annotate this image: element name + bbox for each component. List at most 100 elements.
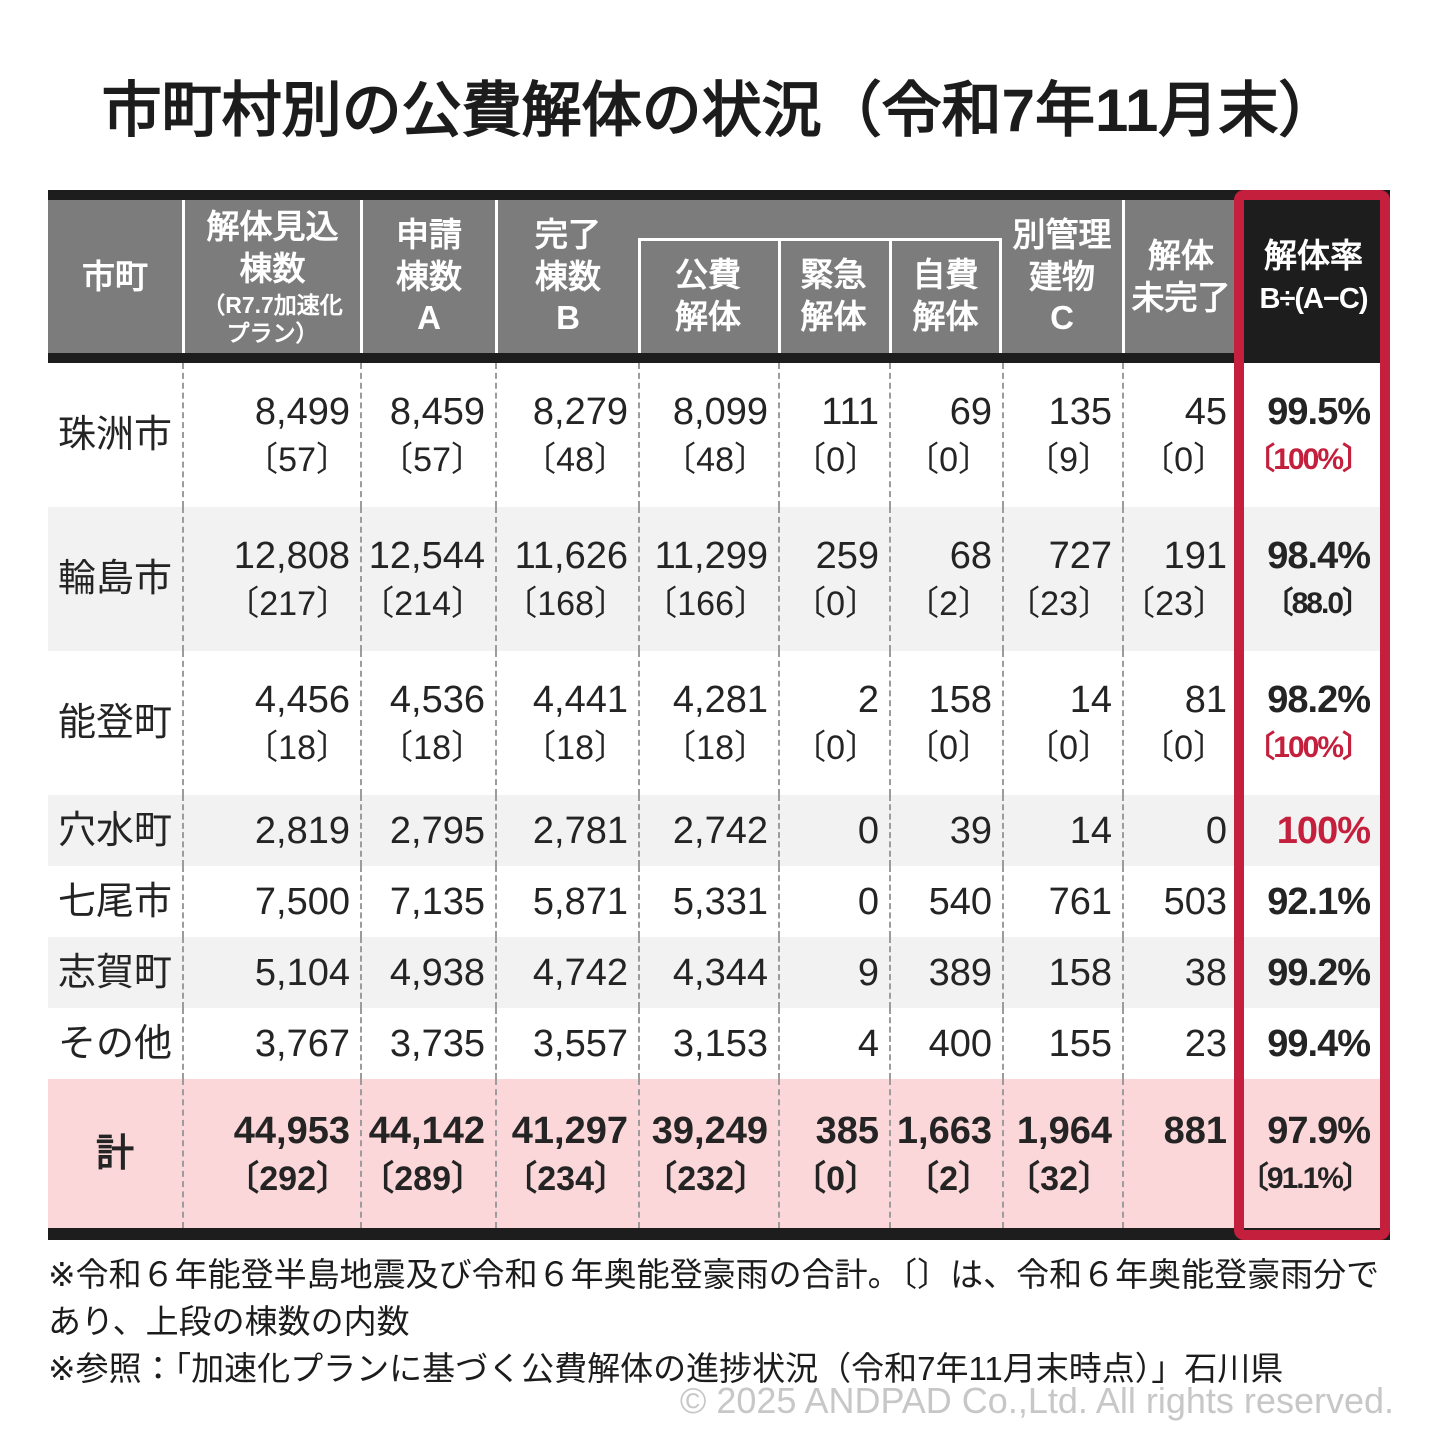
header-bottom-bar bbox=[48, 353, 1390, 363]
value-cell: 7,135 bbox=[360, 866, 495, 937]
value-cell: 5,104 bbox=[182, 937, 360, 1008]
table-row: 計 44,953 〔292〕 44,142 〔289〕 41,297 〔234〕 39… bbox=[48, 1079, 1390, 1228]
value-cell: 41,297 〔234〕 bbox=[495, 1079, 638, 1228]
value-cell: 1,964 〔32〕 bbox=[1002, 1079, 1122, 1228]
header-completed-count: 完了 棟数 B bbox=[495, 200, 638, 353]
value-cell: 155 bbox=[1002, 1008, 1122, 1079]
header-rate-label: 解体率 bbox=[1264, 237, 1363, 275]
value-cell: 4,456 〔18〕 bbox=[182, 651, 360, 795]
municipality-cell: 珠洲市 bbox=[48, 363, 182, 507]
value-cell: 45 〔0〕 bbox=[1122, 363, 1237, 507]
table-header-row: 市町 解体見込 棟数 （R7.7加速化 プラン） 申請 棟数 A 完了 棟数 B… bbox=[48, 200, 1390, 353]
value-cell: 12,808 〔217〕 bbox=[182, 507, 360, 651]
value-cell: 540 bbox=[889, 866, 1002, 937]
value-cell: 69 〔0〕 bbox=[889, 363, 1002, 507]
value-cell: 2,742 bbox=[638, 795, 778, 866]
value-cell: 44,953 〔292〕 bbox=[182, 1079, 360, 1228]
municipality-cell: 能登町 bbox=[48, 651, 182, 795]
header-emergency-demolition: 緊急 解体 bbox=[800, 255, 867, 335]
municipality-cell: 穴水町 bbox=[48, 795, 182, 866]
municipality-name: 輪島市 bbox=[57, 558, 172, 600]
value-cell: 39,249 〔232〕 bbox=[638, 1079, 778, 1228]
rate-cell: 97.9% 〔91.1%〕 bbox=[1238, 1109, 1372, 1195]
municipality-name: 七尾市 bbox=[57, 880, 172, 923]
copyright-text: © 2025 ANDPAD Co.,Ltd. All rights reserv… bbox=[679, 1380, 1394, 1421]
value-cell: 68 〔2〕 bbox=[889, 507, 1002, 651]
rate-cell: 99.4% bbox=[1267, 1022, 1371, 1065]
value-cell: 135 〔9〕 bbox=[1002, 363, 1122, 507]
value-cell: 14 bbox=[1002, 795, 1122, 866]
table-row: 珠洲市 8,499 〔57〕 8,459 〔57〕 8,279 〔48〕 8,099 〔… bbox=[48, 363, 1390, 507]
value-cell: 385 〔0〕 bbox=[778, 1079, 889, 1228]
value-cell: 14 〔0〕 bbox=[1002, 651, 1122, 795]
value-cell: 7,500 bbox=[182, 866, 360, 937]
value-cell: 259 〔0〕 bbox=[778, 507, 889, 651]
table-row: 志賀町 5,104 4,938 4,742 4,344 9 389 158 38… bbox=[48, 937, 1390, 1008]
table-row: 輪島市 12,808 〔217〕 12,544 〔214〕 11,626 〔168〕 … bbox=[48, 507, 1390, 651]
municipality-name: 能登町 bbox=[57, 702, 172, 744]
value-cell: 400 bbox=[889, 1008, 1002, 1079]
value-cell: 389 bbox=[889, 937, 1002, 1008]
value-cell: 23 bbox=[1122, 1008, 1237, 1079]
value-cell: 503 bbox=[1122, 866, 1237, 937]
header-rate-formula: B÷(A−C) bbox=[1259, 283, 1369, 316]
value-cell: 2,819 bbox=[182, 795, 360, 866]
value-cell: 5,871 bbox=[495, 866, 638, 937]
municipality-name: 珠洲市 bbox=[57, 414, 172, 456]
value-cell: 38 bbox=[1122, 937, 1237, 1008]
rate-cell: 100% bbox=[1276, 809, 1371, 852]
header-self-demolition: 自費 解体 bbox=[912, 255, 979, 335]
value-cell: 4,938 bbox=[360, 937, 495, 1008]
table-row: 能登町 4,456 〔18〕 4,536 〔18〕 4,441 〔18〕 4,281 〔… bbox=[48, 651, 1390, 795]
header-separately-managed: 別管理 建物 C bbox=[1012, 216, 1112, 337]
municipality-cell: 志賀町 bbox=[48, 937, 182, 1008]
value-cell: 3,735 bbox=[360, 1008, 495, 1079]
municipality-cell: その他 bbox=[48, 1008, 182, 1079]
table-body: 珠洲市 8,499 〔57〕 8,459 〔57〕 8,279 〔48〕 8,099 〔… bbox=[48, 363, 1390, 1228]
table-row: その他 3,767 3,735 3,557 3,153 4 400 155 23… bbox=[48, 1008, 1390, 1079]
value-cell: 881 bbox=[1122, 1079, 1237, 1228]
value-cell: 4,742 bbox=[495, 937, 638, 1008]
header-expected-count: 解体見込 棟数 （R7.7加速化 プラン） bbox=[182, 200, 360, 353]
municipality-name: その他 bbox=[57, 1022, 172, 1065]
value-cell: 4,536 〔18〕 bbox=[360, 651, 495, 795]
header-expected-main: 解体見込 棟数 bbox=[206, 208, 339, 287]
rate-cell: 99.2% bbox=[1267, 951, 1371, 994]
municipality-name: 穴水町 bbox=[57, 809, 172, 852]
value-cell: 4,281 〔18〕 bbox=[638, 651, 778, 795]
value-cell: 158 bbox=[1002, 937, 1122, 1008]
header-public-demolition: 公費 解体 bbox=[675, 255, 741, 335]
value-cell: 4,441 〔18〕 bbox=[495, 651, 638, 795]
value-cell: 1,663 〔2〕 bbox=[889, 1079, 1002, 1228]
value-cell: 2 〔0〕 bbox=[778, 651, 889, 795]
municipality-cell: 計 bbox=[48, 1079, 182, 1228]
value-cell: 3,557 bbox=[495, 1008, 638, 1079]
footnotes: ※令和６年能登半島地震及び令和６年奥能登豪雨の合計。〔〕は、令和６年奥能登豪雨分… bbox=[48, 1252, 1396, 1393]
header-not-completed: 解体 未完了 bbox=[1122, 200, 1237, 353]
header-demolition-rate: 解体率 B÷(A−C) bbox=[1237, 200, 1390, 353]
rate-cell: 98.4% 〔88.0〕 bbox=[1263, 535, 1372, 620]
rate-cell: 99.5% 〔100%〕 bbox=[1245, 391, 1372, 476]
value-cell: 8,499 〔57〕 bbox=[182, 363, 360, 507]
value-cell: 158 〔0〕 bbox=[889, 651, 1002, 795]
table-top-bar bbox=[48, 190, 1390, 200]
table-bottom-bar bbox=[48, 1228, 1390, 1240]
value-cell: 2,795 bbox=[360, 795, 495, 866]
footnote-reference: ※参照：「加速化プランに基づく公費解体の進捗状況（令和7年11月末時点）」石川県 bbox=[48, 1349, 1284, 1387]
municipality-name: 志賀町 bbox=[57, 951, 172, 994]
footnote-sources: ※令和６年能登半島地震及び令和６年奥能登豪雨の合計。〔〕は、令和６年奥能登豪雨分… bbox=[48, 1256, 1380, 1340]
value-cell: 3,153 bbox=[638, 1008, 778, 1079]
value-cell: 761 bbox=[1002, 866, 1122, 937]
value-cell: 727 〔23〕 bbox=[1002, 507, 1122, 651]
municipality-cell: 七尾市 bbox=[48, 866, 182, 937]
value-cell: 111 〔0〕 bbox=[778, 363, 889, 507]
municipality-name: 計 bbox=[95, 1132, 134, 1175]
value-cell: 81 〔0〕 bbox=[1122, 651, 1237, 795]
value-cell: 8,279 〔48〕 bbox=[495, 363, 638, 507]
value-cell: 11,299 〔166〕 bbox=[638, 507, 778, 651]
value-cell: 0 bbox=[778, 866, 889, 937]
header-municipality: 市町 bbox=[82, 257, 148, 295]
value-cell: 191 〔23〕 bbox=[1121, 507, 1237, 651]
value-cell: 9 bbox=[778, 937, 889, 1008]
